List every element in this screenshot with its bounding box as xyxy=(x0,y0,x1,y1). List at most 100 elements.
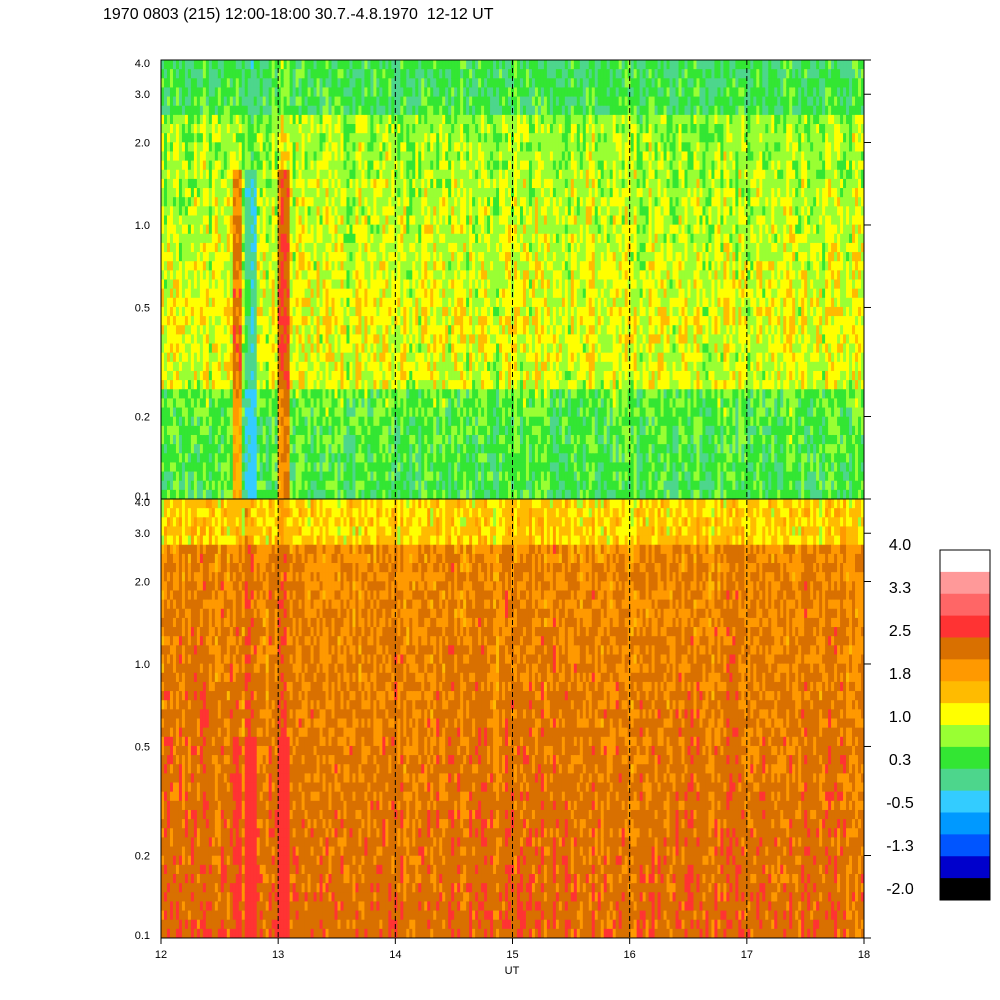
heatmap-cell xyxy=(202,197,207,207)
heatmap-cell xyxy=(415,425,419,436)
heatmap-cell xyxy=(376,206,380,217)
heatmap-cell xyxy=(190,160,195,171)
heatmap-cell xyxy=(286,197,291,207)
heatmap-cell xyxy=(451,78,455,89)
heatmap-cell xyxy=(292,233,297,244)
heatmap-cell xyxy=(274,471,279,482)
heatmap-cell xyxy=(205,215,210,226)
heatmap-cell xyxy=(223,261,228,271)
heatmap-cell xyxy=(394,288,398,299)
heatmap-cell xyxy=(226,197,231,207)
heatmap-cell xyxy=(322,206,327,217)
heatmap-cell xyxy=(382,343,386,354)
heatmap-cell xyxy=(334,334,339,345)
heatmap-cell xyxy=(385,480,389,491)
heatmap-cell xyxy=(310,96,315,107)
heatmap-cell xyxy=(469,124,473,134)
heatmap-cell xyxy=(340,133,345,143)
heatmap-cell xyxy=(265,453,270,464)
heatmap-cell xyxy=(343,352,348,363)
heatmap-cell xyxy=(370,425,374,436)
heatmap-cell xyxy=(196,325,201,335)
heatmap-cell xyxy=(439,261,443,271)
heatmap-cell xyxy=(328,334,333,345)
heatmap-cell xyxy=(388,270,392,281)
heatmap-cell xyxy=(406,96,410,107)
heatmap-cell xyxy=(454,361,458,372)
heatmap-cell xyxy=(367,361,371,372)
heatmap-cell xyxy=(304,197,309,207)
heatmap-cell xyxy=(172,288,177,299)
heatmap-cell xyxy=(250,142,255,153)
heatmap-cell xyxy=(340,462,345,473)
heatmap-cell xyxy=(385,160,389,171)
heatmap-cell xyxy=(277,178,282,189)
heatmap-cell xyxy=(208,444,213,454)
heatmap-cell xyxy=(385,453,389,464)
heatmap-cell xyxy=(370,361,374,372)
heatmap-cell xyxy=(241,242,246,253)
heatmap-cell xyxy=(361,69,366,79)
heatmap-cell xyxy=(328,279,333,290)
heatmap-cell xyxy=(187,105,192,116)
heatmap-cell xyxy=(289,370,294,381)
heatmap-cell xyxy=(379,215,383,226)
heatmap-cell xyxy=(355,380,360,390)
heatmap-cell xyxy=(397,142,401,153)
heatmap-cell xyxy=(247,233,252,244)
heatmap-cell xyxy=(319,444,324,454)
heatmap-cell xyxy=(400,261,404,271)
heatmap-cell xyxy=(250,425,255,436)
heatmap-cell xyxy=(247,334,252,345)
heatmap-cell xyxy=(442,69,446,79)
heatmap-cell xyxy=(331,453,336,464)
heatmap-cell xyxy=(418,288,422,299)
heatmap-cell xyxy=(370,389,374,399)
heatmap-cell xyxy=(277,288,282,299)
heatmap-cell xyxy=(223,380,228,390)
heatmap-cell xyxy=(331,114,336,125)
heatmap-cell xyxy=(199,224,204,235)
heatmap-cell xyxy=(178,343,183,354)
heatmap-cell xyxy=(331,361,336,372)
heatmap-cell xyxy=(319,197,324,207)
heatmap-cell xyxy=(322,361,327,372)
heatmap-cell xyxy=(220,462,225,473)
heatmap-cell xyxy=(358,69,363,79)
heatmap-cell xyxy=(166,489,171,499)
heatmap-cell xyxy=(355,316,360,326)
heatmap-cell xyxy=(412,407,416,418)
heatmap-cell xyxy=(199,87,204,98)
heatmap-cell xyxy=(418,425,422,436)
heatmap-cell xyxy=(340,169,345,180)
heatmap-cell xyxy=(322,178,327,189)
heatmap-cell xyxy=(463,124,467,134)
heatmap-cell xyxy=(430,233,434,244)
heatmap-cell xyxy=(193,188,198,198)
heatmap-cell xyxy=(187,114,192,125)
heatmap-cell xyxy=(412,370,416,381)
heatmap-cell xyxy=(190,334,195,345)
heatmap-cell xyxy=(196,188,201,198)
heatmap-cell xyxy=(460,444,464,454)
heatmap-cell xyxy=(163,370,168,381)
heatmap-cell xyxy=(430,480,434,491)
heatmap-cell xyxy=(409,389,413,399)
heatmap-cell xyxy=(373,334,377,345)
heatmap-cell xyxy=(451,242,455,253)
heatmap-cell xyxy=(307,352,312,363)
heatmap-cell xyxy=(454,197,458,207)
heatmap-cell xyxy=(334,188,339,198)
heatmap-cell xyxy=(364,133,369,143)
heatmap-cell xyxy=(367,78,371,89)
heatmap-cell xyxy=(298,188,303,198)
heatmap-cell xyxy=(469,252,473,262)
heatmap-cell xyxy=(196,297,201,308)
heatmap-cell xyxy=(199,370,204,381)
heatmap-cell xyxy=(262,389,267,399)
heatmap-cell xyxy=(286,215,291,226)
heatmap-cell xyxy=(262,60,267,70)
heatmap-cell xyxy=(253,480,258,491)
heatmap-cell xyxy=(331,306,336,317)
heatmap-cell xyxy=(328,178,333,189)
